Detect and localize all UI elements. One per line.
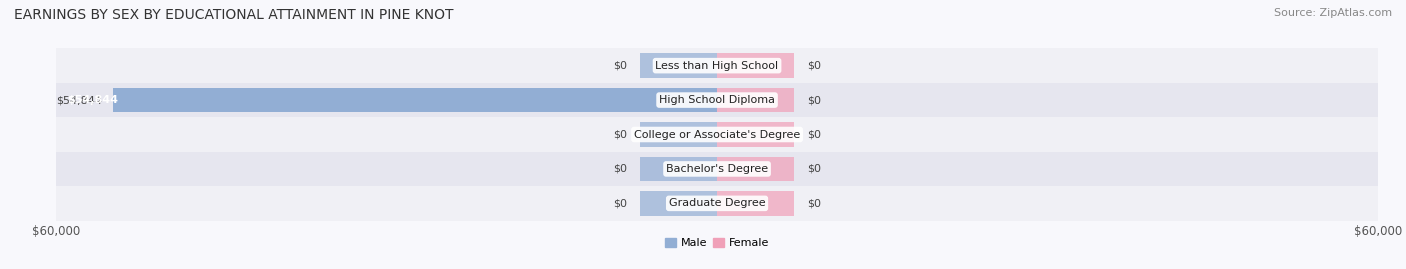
Bar (640, 157, 717, 181)
Text: $0: $0 (807, 198, 821, 208)
Text: $0: $0 (613, 164, 627, 174)
Text: $0: $0 (807, 129, 821, 140)
Text: $0: $0 (613, 129, 627, 140)
Text: $0: $0 (807, 95, 821, 105)
Text: College or Associate's Degree: College or Associate's Degree (634, 129, 800, 140)
Text: High School Diploma: High School Diploma (659, 95, 775, 105)
Text: $0: $0 (807, 61, 821, 71)
Text: Graduate Degree: Graduate Degree (669, 198, 765, 208)
Bar (717, 53, 794, 78)
Bar (640, 53, 717, 78)
Bar (717, 88, 794, 112)
Bar (717, 191, 794, 216)
Text: $54,844: $54,844 (67, 95, 118, 105)
Bar (640, 191, 717, 216)
Text: Less than High School: Less than High School (655, 61, 779, 71)
Bar (56, 117, 1378, 152)
Legend: Male, Female: Male, Female (661, 233, 773, 253)
Text: $54,844: $54,844 (56, 95, 103, 105)
Bar (56, 48, 1378, 83)
Bar (717, 122, 794, 147)
Text: $0: $0 (613, 61, 627, 71)
Text: $0: $0 (807, 164, 821, 174)
Bar (56, 186, 1378, 221)
Text: Bachelor's Degree: Bachelor's Degree (666, 164, 768, 174)
Bar (56, 152, 1378, 186)
Text: Source: ZipAtlas.com: Source: ZipAtlas.com (1274, 8, 1392, 18)
Text: EARNINGS BY SEX BY EDUCATIONAL ATTAINMENT IN PINE KNOT: EARNINGS BY SEX BY EDUCATIONAL ATTAINMEN… (14, 8, 454, 22)
Bar (717, 157, 794, 181)
Text: $0: $0 (613, 198, 627, 208)
Bar (112, 88, 717, 112)
Bar (56, 83, 1378, 117)
Bar (640, 122, 717, 147)
